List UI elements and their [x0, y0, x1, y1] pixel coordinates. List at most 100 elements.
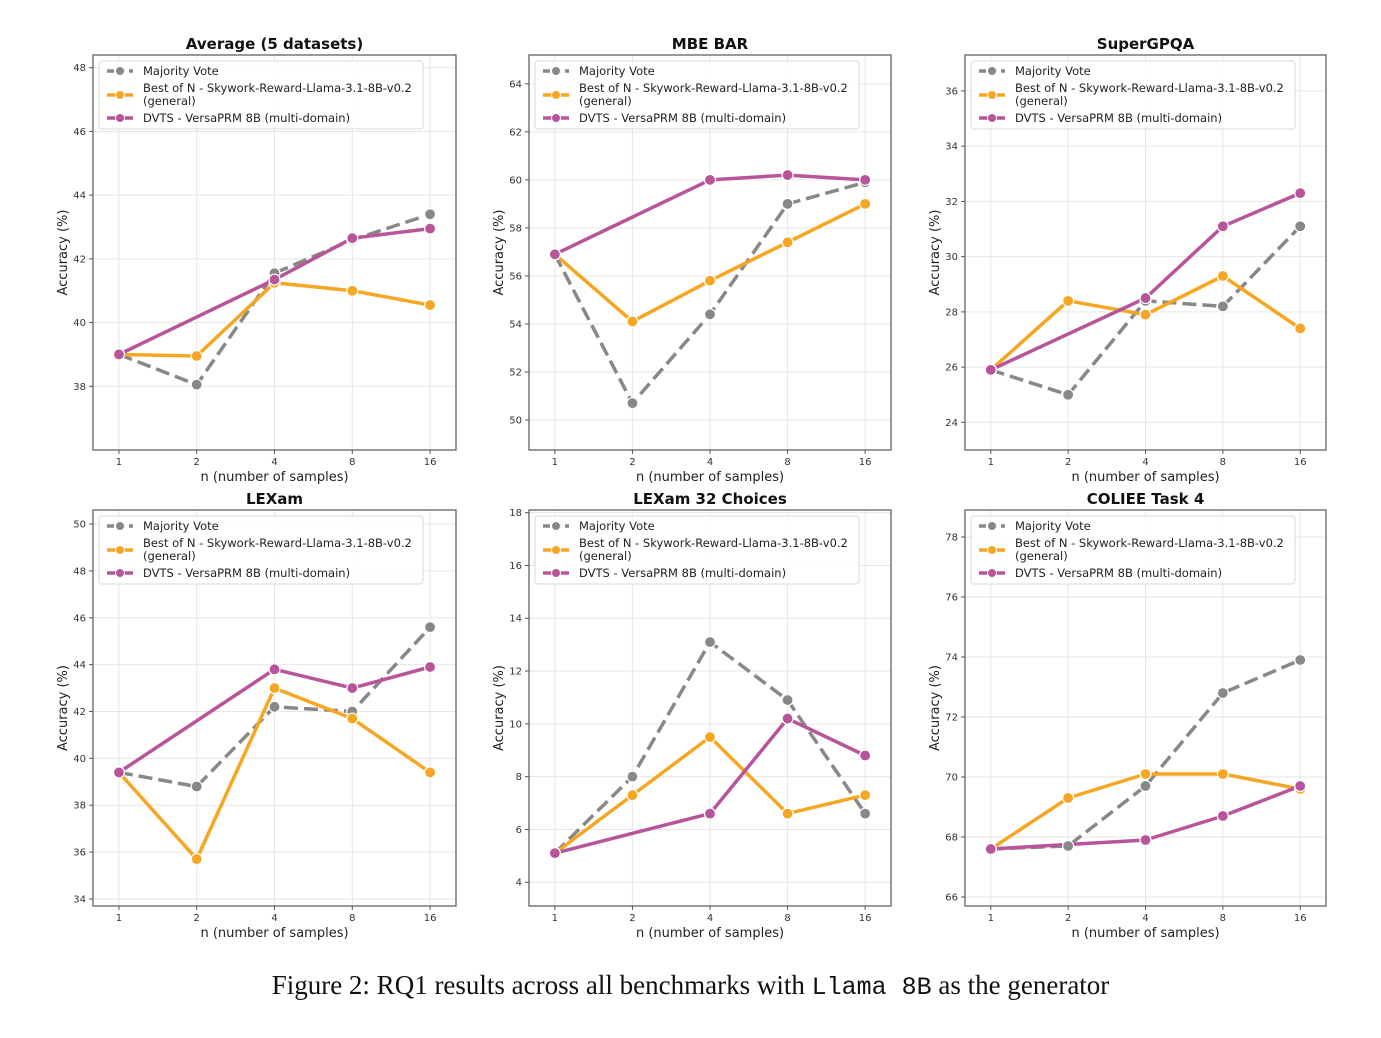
x-tick-label: 1	[988, 913, 994, 924]
data-point-bon	[626, 789, 639, 802]
y-tick-label: 78	[945, 533, 958, 544]
data-point-bon	[423, 298, 437, 312]
legend-marker-icon	[115, 568, 125, 578]
data-point-bon	[346, 712, 359, 725]
y-tick-label: 70	[945, 773, 958, 784]
legend-item-dvts: DVTS - VersaPRM 8B (multi-domain)	[543, 111, 786, 125]
legend-label: Majority Vote	[579, 64, 655, 78]
y-tick-label: 32	[945, 197, 958, 208]
series-line-dvts	[117, 665, 431, 774]
data-point-mv	[190, 780, 203, 793]
y-tick-label: 58	[509, 223, 522, 234]
legend-item-dvts: DVTS - VersaPRM 8B (multi-domain)	[543, 566, 786, 580]
chart-title: Average (5 datasets)	[186, 35, 363, 53]
legend: Majority Vote Best of N - Skywork-Reward-…	[970, 515, 1296, 585]
y-tick-label: 44	[73, 191, 86, 202]
y-tick-label: 24	[945, 418, 958, 429]
data-point-mv	[1294, 220, 1307, 233]
x-axis-label: n (number of samples)	[636, 470, 784, 485]
caption-model: Llama 8B	[811, 973, 932, 1002]
data-point-bon	[1062, 791, 1075, 805]
legend-label: (general)	[579, 549, 632, 563]
y-tick-label: 42	[73, 254, 86, 265]
data-point-bon	[703, 730, 717, 744]
data-point-dvts	[859, 749, 872, 762]
legend-label: (general)	[579, 94, 632, 108]
x-tick-label: 1	[552, 457, 558, 468]
legend-label: Majority Vote	[1015, 519, 1091, 533]
data-point-dvts	[781, 712, 794, 725]
legend-label: (general)	[143, 549, 196, 563]
y-tick-label: 44	[73, 660, 86, 671]
legend-marker-icon	[987, 113, 997, 123]
legend-marker-icon	[115, 545, 125, 555]
x-axis-label: n (number of samples)	[1071, 470, 1219, 485]
data-point-dvts	[112, 766, 126, 779]
x-tick-label: 16	[859, 913, 872, 924]
data-point-bon	[626, 315, 639, 328]
data-point-bon	[859, 789, 872, 802]
legend: Majority Vote Best of N - Skywork-Reward-…	[534, 515, 860, 585]
data-point-mv	[703, 635, 717, 649]
legend-box	[98, 515, 424, 585]
x-tick-label: 4	[707, 913, 713, 924]
legend-item-bon: Best of N - Skywork-Reward-Llama-3.1-8B-…	[979, 536, 1284, 563]
legend-label: (general)	[1015, 549, 1068, 563]
data-point-dvts	[1216, 220, 1229, 233]
legend-label: DVTS - VersaPRM 8B (multi-domain)	[579, 111, 786, 125]
legend-marker-icon	[115, 521, 125, 531]
legend-item-bon: Best of N - Skywork-Reward-Llama-3.1-8B-…	[543, 536, 848, 563]
y-axis-label: Accuracy (%)	[928, 210, 943, 296]
data-point-mv	[626, 770, 639, 783]
x-tick-label: 2	[194, 913, 200, 924]
y-tick-label: 46	[73, 613, 86, 624]
y-tick-label: 16	[509, 561, 522, 572]
x-tick-label: 2	[629, 457, 635, 468]
x-tick-label: 16	[424, 457, 437, 468]
data-point-dvts	[548, 847, 561, 860]
data-point-mv	[1062, 839, 1075, 853]
legend-label: DVTS - VersaPRM 8B (multi-domain)	[143, 566, 350, 580]
x-tick-label: 8	[349, 457, 355, 468]
data-point-dvts	[781, 168, 794, 182]
x-tick-label: 4	[707, 457, 713, 468]
y-tick-label: 42	[73, 707, 86, 718]
x-tick-label: 8	[1220, 457, 1226, 468]
x-tick-label: 16	[1294, 457, 1307, 468]
chart-panel: 50 52 54 56 58 60 62 64 1 2 4 8 16 MBE BAR n (number o…	[492, 35, 892, 485]
data-point-dvts	[1294, 779, 1307, 793]
data-point-bon	[1294, 322, 1307, 335]
chart-title: SuperGPQA	[1097, 35, 1195, 53]
legend-label: (general)	[1015, 94, 1068, 108]
legend-label: Best of N - Skywork-Reward-Llama-3.1-8B-…	[1015, 81, 1284, 95]
legend-label: Best of N - Skywork-Reward-Llama-3.1-8B-…	[143, 81, 412, 95]
y-tick-label: 26	[945, 363, 958, 374]
series-line-dvts	[554, 173, 866, 256]
legend-item-bon: Best of N - Skywork-Reward-Llama-3.1-8B-…	[107, 536, 412, 563]
x-tick-label: 4	[271, 913, 277, 924]
x-tick-label: 16	[859, 457, 872, 468]
data-point-bon	[190, 349, 203, 363]
figure-caption: Figure 2: RQ1 results across all benchma…	[0, 970, 1381, 1002]
legend-marker-icon	[551, 66, 561, 76]
legend-item-dvts: DVTS - VersaPRM 8B (multi-domain)	[107, 566, 350, 580]
legend-marker-icon	[551, 545, 561, 555]
legend-item-mv: Majority Vote	[107, 519, 219, 533]
legend-marker-icon	[551, 521, 561, 531]
y-tick-label: 36	[73, 848, 86, 859]
series-line-dvts	[554, 716, 866, 855]
data-point-mv	[1139, 779, 1152, 793]
x-tick-label: 16	[424, 913, 437, 924]
y-tick-label: 54	[509, 319, 522, 330]
legend-item-bon: Best of N - Skywork-Reward-Llama-3.1-8B-…	[107, 81, 412, 108]
x-axis-label: n (number of samples)	[636, 926, 784, 941]
y-tick-label: 46	[73, 127, 86, 138]
legend-marker-icon	[987, 66, 997, 76]
data-point-mv	[268, 700, 281, 713]
chart-title: LEXam 32 Choices	[633, 490, 787, 508]
y-axis-label: Accuracy (%)	[56, 210, 71, 296]
y-tick-label: 12	[509, 667, 522, 678]
data-point-dvts	[423, 222, 437, 235]
data-point-mv	[1216, 686, 1229, 700]
